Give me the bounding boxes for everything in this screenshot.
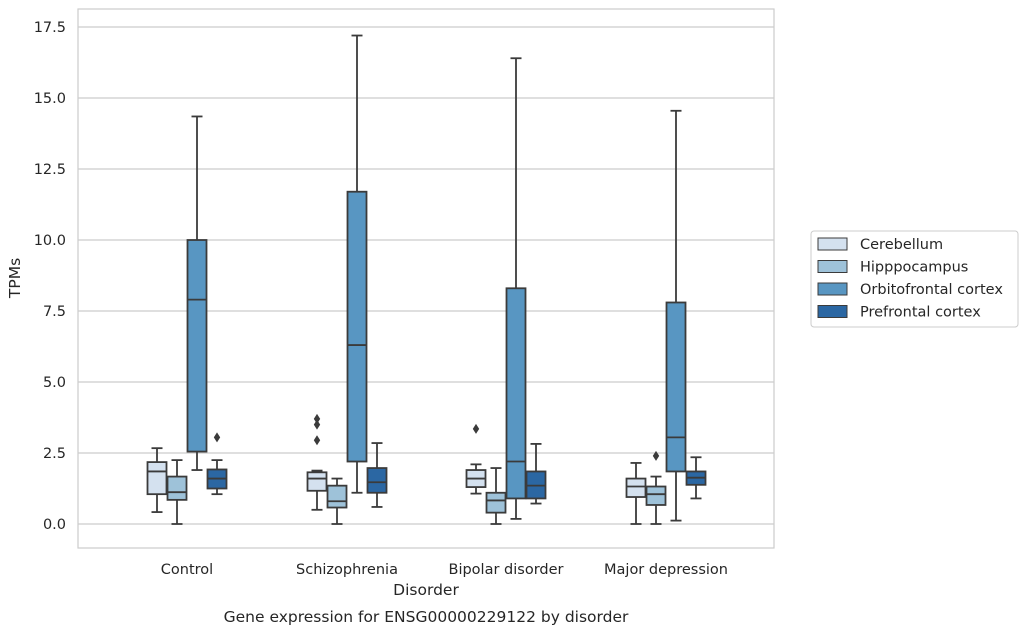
y-tick-label: 2.5 [43,446,66,462]
legend-swatch [817,237,848,251]
x-axis-label: Disorder [393,581,459,599]
outlier-point [313,413,321,424]
box-0-0 [146,447,168,513]
box-1-0 [166,459,188,525]
box-series [146,34,707,525]
x-tick-label: Bipolar disorder [449,562,564,578]
iqr-box [505,287,527,500]
iqr-box [645,485,667,506]
outlier-point [652,450,660,461]
iqr-box [166,475,188,501]
iqr-box [306,471,328,492]
legend-label: Hipppocampus [860,260,968,276]
box-2-3 [665,109,687,522]
legend-swatch [817,305,848,318]
box-2-1 [346,34,368,494]
legend-label: Prefrontal cortex [860,305,981,321]
y-tick-label: 15.0 [34,91,66,107]
y-tick-label: 5.0 [43,375,66,391]
box-2-2 [505,57,527,520]
x-tick-label: Control [161,562,213,578]
plot-frame [77,8,775,549]
y-tick-label: 12.5 [34,162,66,178]
x-tick-label: Major depression [604,562,728,578]
iqr-box [485,491,507,514]
box-3-2 [525,443,547,505]
iqr-box [186,239,208,453]
x-tick-label: Schizophrenia [296,562,398,578]
y-axis-label: TPMs [6,258,24,299]
iqr-box [366,467,388,494]
y-tick-label: 7.5 [43,304,66,320]
outlier-point [313,419,321,430]
legend: Cerebellum Hipppocampus Orbitofrontal cort… [810,230,1019,328]
legend-label: Orbitofrontal cortex [860,282,1003,298]
y-tick-label: 0.0 [43,517,66,533]
outlier-point [472,423,480,434]
iqr-box [146,461,168,496]
iqr-box [326,484,348,509]
box-0-3 [625,462,647,525]
y-tick-label: 17.5 [34,20,66,36]
legend-frame [810,230,1019,328]
outlier-point [213,432,221,443]
iqr-box [625,477,647,498]
box-3-1 [366,442,388,508]
legend-label: Cerebellum [860,237,943,253]
box-0-2 [465,423,487,495]
y-tick-labels: 0.0 2.5 5.0 7.5 10.0 12.5 15.0 17.5 [34,20,66,533]
y-tick-label: 10.0 [34,233,66,249]
x-tick-labels: Control Schizophrenia Bipolar disorder Majo… [161,562,728,578]
chart-caption: Gene expression for ENSG00000229122 by d… [224,608,629,626]
box-2-0 [186,115,208,471]
box-1-1 [326,477,348,525]
box-0-1 [306,413,328,511]
iqr-box [665,301,687,473]
box-1-3 [645,450,667,525]
iqr-box [346,190,368,463]
box-1-2 [485,467,507,525]
box-3-3 [685,456,707,500]
outlier-point [313,435,321,446]
box-3-0 [206,432,228,496]
legend-swatch [817,260,848,273]
legend-swatch [817,282,848,296]
